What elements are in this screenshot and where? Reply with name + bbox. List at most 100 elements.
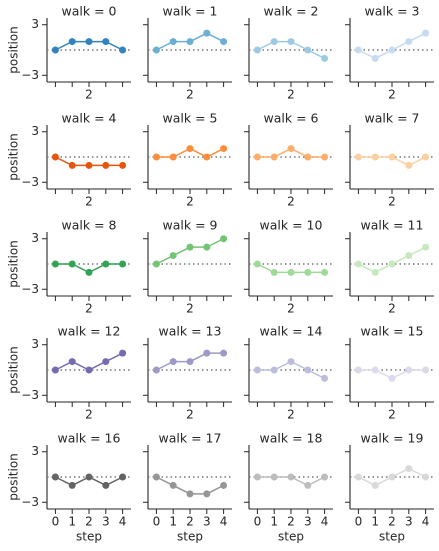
walk-point (371, 268, 379, 276)
walk-point (68, 161, 76, 169)
walk-point (203, 349, 211, 357)
x-tick-label: 2 (388, 515, 396, 529)
walk-point (371, 366, 379, 374)
walk-point (51, 46, 59, 54)
panel-title: walk = 14 (260, 324, 323, 339)
walk-point (354, 153, 362, 161)
walk-point (304, 481, 312, 489)
walk-line (358, 246, 426, 274)
panel-title: walk = 8 (62, 218, 117, 233)
panel-title: walk = 4 (62, 111, 117, 126)
x-axis-label: step (278, 530, 304, 544)
x-tick-label: 2 (287, 515, 295, 529)
x-tick-label: 2 (388, 302, 396, 316)
walk-point (321, 54, 329, 62)
walk-point (304, 46, 312, 54)
walk-point (152, 46, 160, 54)
walk-point (152, 366, 160, 374)
walk-point (287, 473, 295, 481)
x-tick-label: 3 (405, 515, 413, 529)
walk-point (186, 490, 194, 498)
walk-point (354, 260, 362, 268)
x-tick-label: 2 (85, 408, 93, 422)
x-tick-label: 1 (169, 515, 177, 529)
panel-title: walk = 2 (264, 4, 319, 19)
x-axis-label: step (76, 530, 102, 544)
panel-title: walk = 13 (159, 324, 222, 339)
x-tick-label: 3 (304, 515, 312, 529)
walk-point (51, 366, 59, 374)
y-tick-label: 3 (31, 444, 39, 458)
walk-point (85, 38, 93, 46)
walk-point (152, 473, 160, 481)
panel-title: walk = 5 (163, 111, 218, 126)
panel-title: walk = 16 (58, 431, 121, 446)
panel-title: walk = 6 (264, 111, 319, 126)
walk-point (119, 349, 127, 357)
walk-point (304, 268, 312, 276)
walk-point (270, 153, 278, 161)
walk-point (119, 161, 127, 169)
walk-point (203, 490, 211, 498)
walk-point (220, 349, 228, 357)
walk-point (85, 161, 93, 169)
walk-point (169, 38, 177, 46)
walk-point (270, 473, 278, 481)
walk-point (102, 38, 110, 46)
walk-point (169, 358, 177, 366)
x-tick-label: 2 (186, 302, 194, 316)
walk-point (220, 481, 228, 489)
walk-point (388, 153, 396, 161)
panel-title: walk = 18 (260, 431, 323, 446)
walk-point (152, 153, 160, 161)
walk-point (186, 38, 194, 46)
walk-point (253, 473, 261, 481)
walk-point (354, 46, 362, 54)
y-tick-label: −3 (21, 175, 39, 189)
walk-point (405, 252, 413, 260)
y-axis-label: position (7, 453, 21, 501)
x-tick-label: 2 (287, 408, 295, 422)
y-tick-label: −3 (21, 282, 39, 296)
walk-point (422, 473, 430, 481)
panel-title: walk = 3 (365, 4, 420, 19)
x-tick-label: 4 (220, 515, 228, 529)
y-tick-label: 3 (31, 231, 39, 245)
walk-point (388, 374, 396, 382)
walk-point (102, 260, 110, 268)
y-axis-label: position (7, 133, 21, 181)
walk-point (186, 145, 194, 153)
walk-point (102, 161, 110, 169)
x-tick-label: 2 (287, 302, 295, 316)
walk-point (287, 268, 295, 276)
walk-point (85, 366, 93, 374)
x-tick-label: 4 (321, 515, 329, 529)
walk-point (186, 243, 194, 251)
walk-point (51, 260, 59, 268)
x-tick-label: 1 (270, 515, 278, 529)
walk-point (253, 153, 261, 161)
walk-point (321, 473, 329, 481)
walk-point (85, 473, 93, 481)
walk-point (68, 260, 76, 268)
walk-point (354, 366, 362, 374)
panel-title: walk = 12 (58, 324, 121, 339)
walk-point (102, 358, 110, 366)
walk-point (253, 366, 261, 374)
walk-point (203, 153, 211, 161)
panel-title: walk = 9 (163, 218, 218, 233)
walk-point (253, 46, 261, 54)
walk-point (388, 46, 396, 54)
y-axis-label: position (7, 346, 21, 394)
x-tick-label: 2 (85, 515, 93, 529)
walk-point (287, 38, 295, 46)
x-tick-label: 0 (254, 515, 262, 529)
y-tick-label: −3 (21, 388, 39, 402)
panel-title: walk = 7 (365, 111, 420, 126)
walk-point (405, 366, 413, 374)
walk-point (68, 481, 76, 489)
walk-point (51, 473, 59, 481)
walk-point (169, 481, 177, 489)
walk-point (85, 268, 93, 276)
panel-title: walk = 0 (62, 4, 117, 19)
